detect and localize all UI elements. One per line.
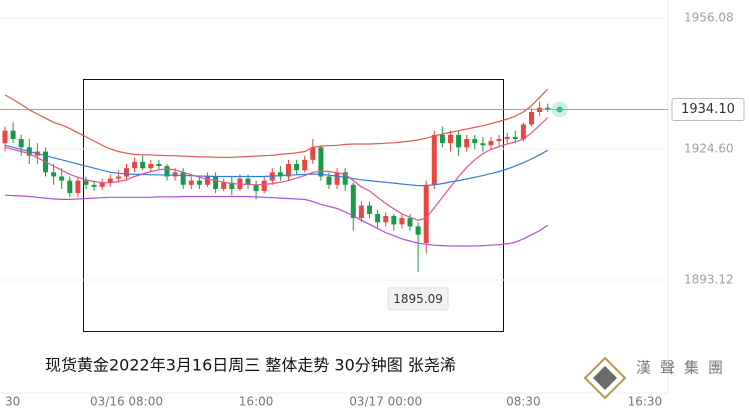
indicator-line bbox=[4, 144, 548, 187]
candle-body bbox=[196, 180, 202, 185]
indicator-line bbox=[4, 88, 549, 158]
candle-body bbox=[496, 139, 502, 142]
candle-body bbox=[124, 168, 129, 177]
indicator-line bbox=[4, 194, 549, 247]
x-tick-label: 16:30 bbox=[628, 395, 663, 409]
candle-body bbox=[318, 147, 324, 177]
x-tick-label: 16:00 bbox=[239, 395, 274, 409]
candle-body bbox=[18, 139, 24, 148]
y-tick-label: 1924.60 bbox=[684, 142, 734, 156]
low-label-box bbox=[387, 287, 449, 311]
y-tick-label: 1893.12 bbox=[684, 273, 734, 287]
candle-body bbox=[10, 130, 16, 140]
candles bbox=[2, 101, 551, 272]
y-tick-label: 1956.08 bbox=[684, 10, 734, 24]
candle-body bbox=[156, 163, 162, 167]
candle-body bbox=[399, 218, 405, 225]
candle-body bbox=[383, 216, 389, 223]
last-price-label: 1934.10 bbox=[681, 102, 735, 117]
candle-body bbox=[358, 205, 364, 219]
candle-body bbox=[504, 136, 510, 140]
candle-body bbox=[107, 178, 113, 183]
candle-body bbox=[2, 130, 8, 144]
candle-body bbox=[407, 218, 413, 227]
candle-body bbox=[456, 134, 462, 148]
candle-body bbox=[367, 205, 372, 214]
candle-body bbox=[180, 172, 186, 185]
candle-body bbox=[261, 180, 267, 192]
candle-body bbox=[221, 182, 227, 189]
candle-body bbox=[472, 139, 478, 144]
candle-body bbox=[148, 163, 154, 169]
candle-body bbox=[164, 166, 170, 177]
x-tick-label: 03/16 08:00 bbox=[90, 395, 163, 409]
candle-body bbox=[423, 184, 429, 244]
candle-body bbox=[51, 172, 57, 177]
candle-body bbox=[286, 163, 291, 177]
candle-body bbox=[245, 178, 251, 185]
candle-body bbox=[342, 172, 348, 185]
candle-body bbox=[334, 172, 340, 185]
candle-body bbox=[439, 134, 445, 144]
candle-body bbox=[229, 182, 235, 189]
candle-body bbox=[83, 180, 89, 185]
candle-body bbox=[140, 161, 146, 169]
candle-body bbox=[310, 147, 316, 160]
candle-body bbox=[520, 124, 526, 140]
candle-body bbox=[545, 107, 551, 110]
candle-body bbox=[415, 226, 421, 235]
candle-body bbox=[326, 176, 332, 185]
candle-body bbox=[350, 184, 356, 219]
candle-body bbox=[205, 176, 210, 185]
candle-body bbox=[375, 213, 381, 223]
candle-body bbox=[172, 172, 178, 177]
candle-body bbox=[67, 180, 73, 194]
candle-body bbox=[253, 184, 259, 192]
logo: 漢聲集團 bbox=[583, 356, 732, 400]
candle-body bbox=[99, 182, 105, 187]
last-price-dot bbox=[556, 106, 563, 113]
last-price-box bbox=[671, 97, 745, 121]
logo-icon-inner bbox=[593, 366, 617, 390]
candle-body bbox=[75, 180, 81, 194]
candle-body bbox=[302, 159, 308, 171]
x-tick-label: 03/17 00:00 bbox=[349, 395, 422, 409]
x-tick-label: 08:30 bbox=[506, 395, 541, 409]
candle-body bbox=[213, 176, 219, 189]
candle-body bbox=[277, 172, 283, 177]
x-tick-label: 30 bbox=[5, 395, 20, 409]
candle-body bbox=[464, 139, 470, 148]
candle-body bbox=[529, 111, 534, 125]
indicator-line bbox=[4, 116, 549, 221]
candle-body bbox=[391, 216, 397, 225]
candle-body bbox=[115, 176, 121, 179]
candle-body bbox=[488, 141, 494, 146]
chart-title: 现货黄金2022年3月16日周三 整体走势 30分钟图 张尧浠 bbox=[45, 356, 456, 375]
candle-body bbox=[91, 184, 97, 187]
watermark: 漢聲集團 bbox=[636, 359, 732, 377]
candle-body bbox=[448, 134, 453, 144]
candle-body bbox=[132, 161, 138, 169]
candle-body bbox=[480, 143, 486, 146]
candle-body bbox=[431, 134, 437, 185]
candle-body bbox=[59, 176, 65, 181]
annotation-box bbox=[83, 79, 504, 332]
low-label: 1895.09 bbox=[393, 292, 443, 306]
candle-body bbox=[188, 180, 194, 185]
candle-body bbox=[294, 163, 300, 171]
candle-body bbox=[512, 136, 518, 140]
